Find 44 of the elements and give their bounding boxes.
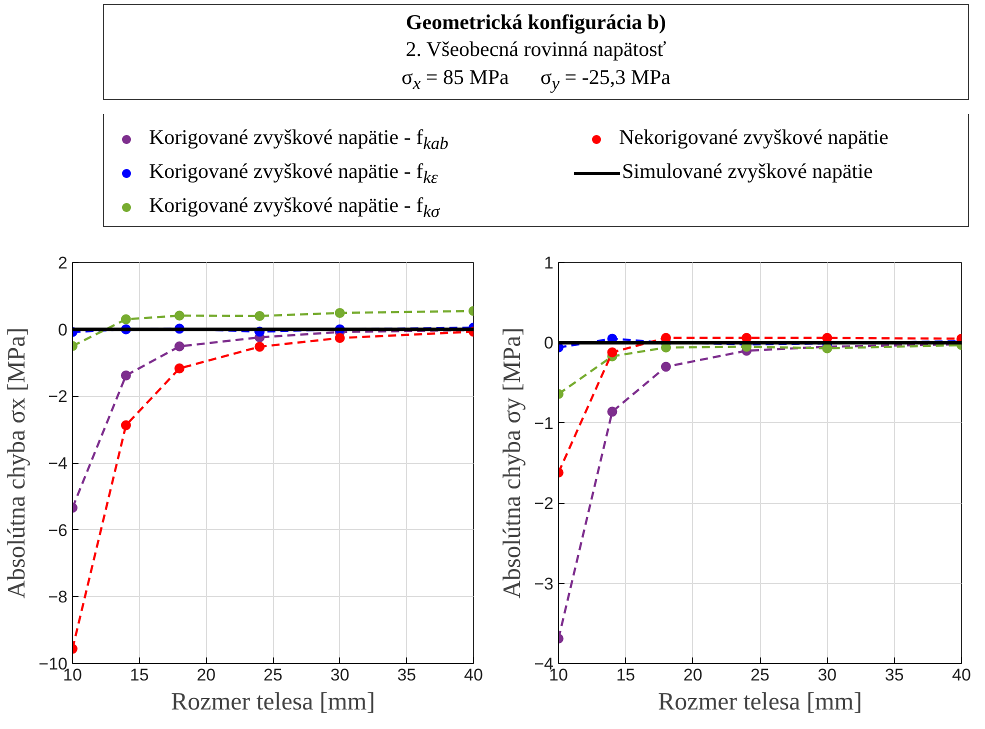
x-tick-label: 20 [683, 666, 702, 684]
y-tick-label: 1 [544, 254, 554, 272]
x-tick-label: 25 [750, 666, 770, 684]
x-tick-label: 25 [264, 666, 282, 684]
y-tick-label: −3 [534, 574, 554, 594]
y-axis-title: Absolútna chyba σy [MPa] [499, 327, 526, 599]
y-tick-label: −2 [534, 494, 554, 514]
x-tick-label: 20 [196, 666, 216, 684]
legend-label: Nekorigované zvyškové napätie [618, 124, 888, 151]
x-tick-label: 15 [130, 666, 149, 684]
x-tick-label: 15 [616, 666, 636, 684]
y-tick-label: 0 [58, 320, 68, 340]
point [254, 310, 265, 321]
point [174, 341, 184, 352]
x-axis-title: Rozmer telesa [mm] [170, 688, 376, 716]
point [334, 333, 345, 344]
point [660, 362, 671, 372]
text: 2. Všeobecná rovinná napätosť σ$_{x}$ = 85 MPa σ$_{y}$ = -25,3 MPa [402, 37, 670, 93]
y-tick-label: −6 [48, 520, 68, 540]
text: Geometrická konfigurácia b) [406, 10, 666, 34]
point [174, 363, 184, 374]
point [254, 342, 265, 352]
x-tick-label: 35 [884, 666, 904, 684]
legend-label: Korigované zvyškové napätie - f$_{kσ}$ [148, 192, 441, 224]
point [607, 347, 618, 358]
x-tick-label: 35 [397, 666, 416, 684]
point [334, 308, 345, 318]
y-tick-label: 0 [544, 334, 554, 353]
point [607, 406, 618, 417]
x-tick-label: 30 [330, 666, 350, 684]
y-tick-label: −2 [48, 387, 68, 406]
legend-label: Simulované zvyškové napätie [621, 158, 874, 185]
legend-label: Korigované zvyškové napätie - f$_{kab}$ [148, 124, 450, 156]
point [174, 310, 184, 321]
y-tick-label: −4 [48, 454, 68, 473]
x-tick-label: 30 [818, 666, 837, 684]
y-tick-label: −1 [534, 414, 554, 433]
y-axis-title: Absolútna chyba σx [MPa] [4, 327, 31, 599]
x-tick-label: 40 [952, 666, 971, 684]
x-tick-label: 40 [464, 666, 483, 684]
x-axis-title: Rozmer telesa [mm] [658, 688, 862, 716]
y-tick-label: 2 [58, 254, 68, 272]
legend-label: Korigované zvyškové napätie - f$_{kε}$ [148, 158, 439, 190]
y-tick-label: −8 [48, 588, 68, 607]
